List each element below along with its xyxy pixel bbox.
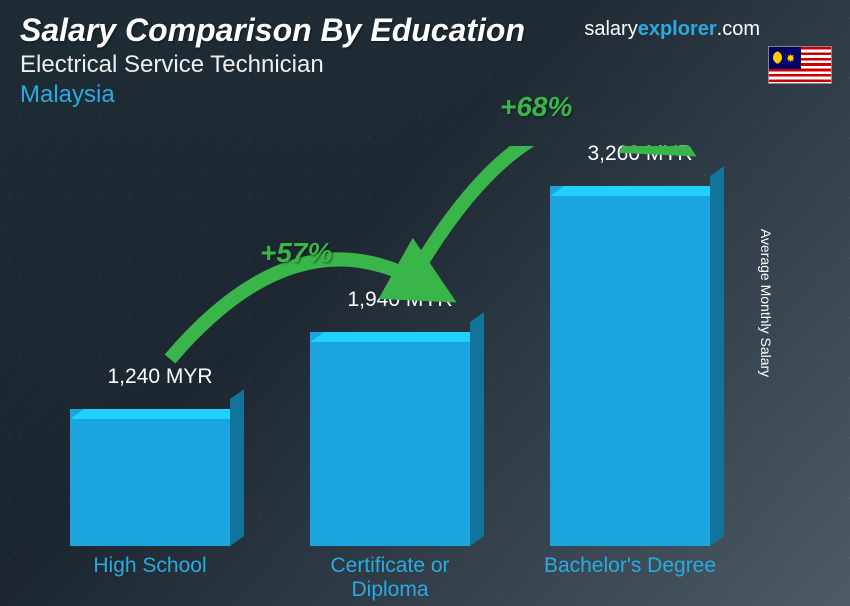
- bar: 3,260 MYR: [550, 186, 710, 546]
- brand-part2: explorer: [638, 18, 717, 40]
- chart-subtitle: Electrical Service Technician: [20, 51, 525, 79]
- bar-category-label: High School: [60, 554, 240, 578]
- bar-side-face: [710, 166, 724, 546]
- brand-logo: salaryexplorer.com: [584, 18, 760, 41]
- bar-top-face: [310, 332, 484, 342]
- header: Salary Comparison By Education Electrica…: [20, 12, 525, 109]
- bar-front: [70, 409, 230, 546]
- brand-part3: .com: [717, 18, 760, 40]
- bar-group: 1,940 MYRCertificate or Diploma: [310, 332, 470, 546]
- bar-value-label: 1,240 MYR: [70, 365, 250, 389]
- bar: 1,240 MYR: [70, 409, 230, 546]
- bar-side-face: [230, 389, 244, 546]
- bar: 1,940 MYR: [310, 332, 470, 546]
- bar-side-face: [470, 312, 484, 546]
- bar-category-label: Bachelor's Degree: [540, 554, 720, 578]
- bar-top-face: [70, 409, 244, 419]
- bar-front: [550, 186, 710, 546]
- bar-group: 3,260 MYRBachelor's Degree: [550, 186, 710, 546]
- bar-group: 1,240 MYRHigh School: [70, 409, 230, 546]
- chart-title: Salary Comparison By Education: [20, 12, 525, 49]
- bar-chart: 1,240 MYRHigh School 1,940 MYRCertificate…: [70, 146, 770, 546]
- chart-country: Malaysia: [20, 81, 525, 109]
- bar-value-label: 1,940 MYR: [310, 288, 490, 312]
- increase-percent: +57%: [260, 237, 332, 269]
- bar-value-label: 3,260 MYR: [550, 142, 730, 166]
- increase-percent: +68%: [500, 91, 572, 123]
- bar-category-label: Certificate or Diploma: [300, 554, 480, 602]
- bar-front: [310, 332, 470, 546]
- flag-malaysia-icon: ✸: [768, 46, 832, 84]
- brand-part1: salary: [584, 18, 637, 40]
- bar-top-face: [550, 186, 724, 196]
